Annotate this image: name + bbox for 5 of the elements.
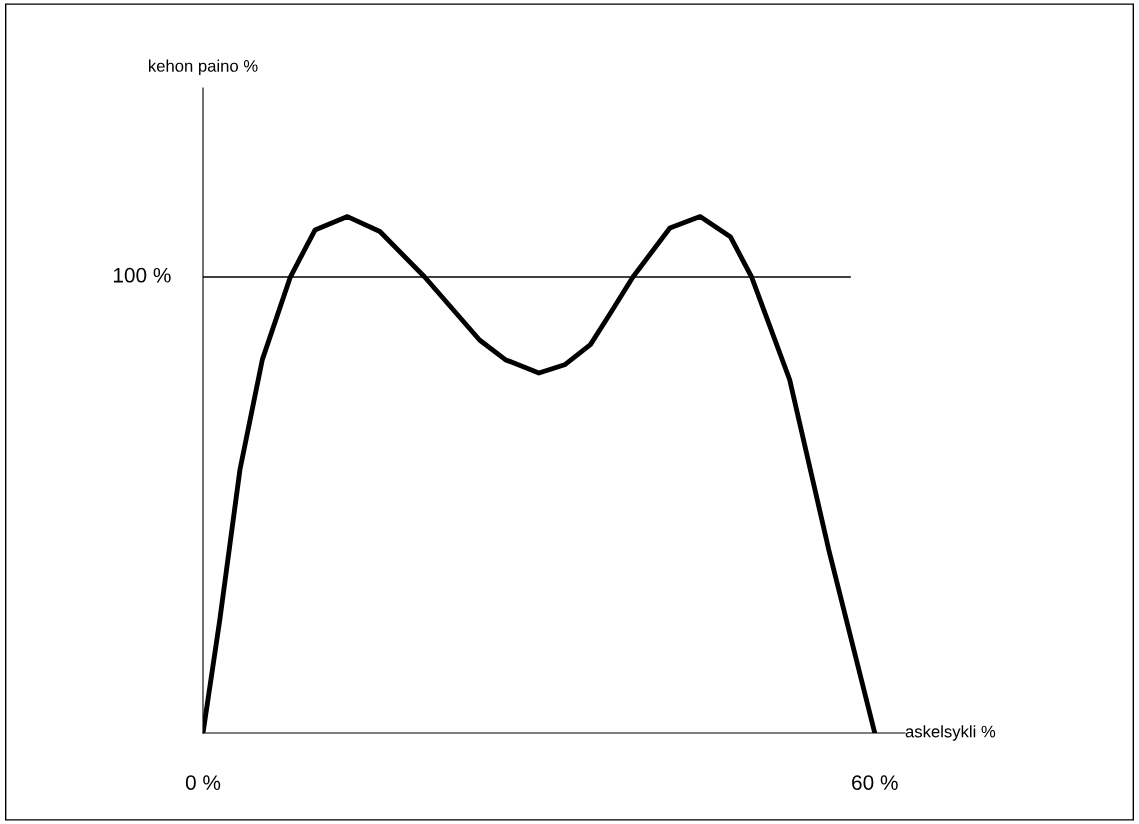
x-axis-title: askelsykli % [905,725,996,741]
x-tick-label: 60 % [852,775,898,790]
x-tick-label: 0 % [185,775,221,790]
text: kehon paino % [148,59,258,76]
text: 100 % [113,267,171,283]
